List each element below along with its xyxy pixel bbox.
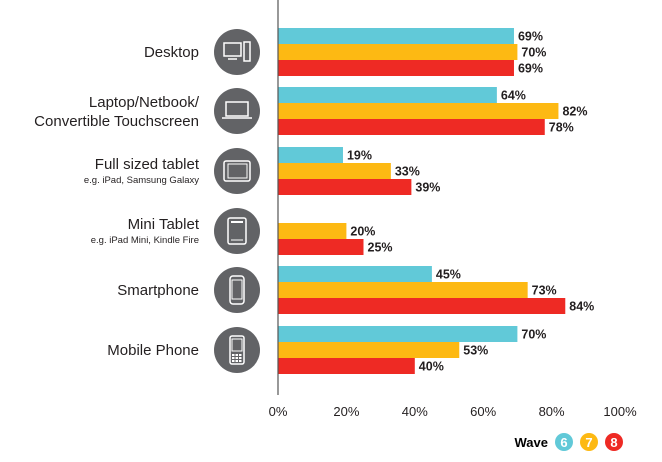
category-sublabel: e.g. iPad, Samsung Galaxy (84, 175, 199, 186)
bar-wave-8 (278, 119, 545, 135)
x-tick-label: 0% (269, 404, 288, 419)
data-label: 64% (501, 89, 526, 103)
category-label: Laptop/Netbook/ (89, 94, 200, 111)
category-label: Mobile Phone (107, 342, 199, 359)
bar-wave-7 (278, 282, 528, 298)
legend-label: 6 (560, 435, 567, 450)
data-label: 84% (569, 300, 594, 314)
data-label: 69% (518, 30, 543, 44)
bar-wave-6 (278, 147, 343, 163)
data-label: 69% (518, 62, 543, 76)
x-tick-label: 40% (402, 404, 428, 419)
category-label: Smartphone (117, 282, 199, 299)
mobile-phone-icon (214, 327, 260, 373)
category-label: Desktop (144, 44, 199, 61)
data-label: 45% (436, 268, 461, 282)
bar-wave-6 (278, 28, 514, 44)
bar-wave-8 (278, 60, 514, 76)
bar-wave-7 (278, 223, 347, 239)
x-tick-label: 80% (539, 404, 565, 419)
bar-wave-6 (278, 326, 518, 342)
data-label: 70% (521, 46, 546, 60)
legend-label: 7 (585, 435, 592, 450)
category-label: Mini Tablet (128, 216, 200, 233)
legend-label: 8 (610, 435, 617, 450)
laptop-icon (214, 88, 260, 134)
legend-marker-wave-7 (580, 433, 598, 451)
data-label: 33% (395, 165, 420, 179)
bar-wave-6 (278, 266, 432, 282)
x-tick-label: 20% (333, 404, 359, 419)
data-label: 70% (521, 328, 546, 342)
data-label: 39% (415, 181, 440, 195)
legend-marker-wave-8 (605, 433, 623, 451)
desktop-icon (214, 29, 260, 75)
bar-wave-8 (278, 358, 415, 374)
bar-wave-7 (278, 44, 518, 60)
data-label: 73% (532, 284, 557, 298)
data-label: 53% (463, 344, 488, 358)
category-label: Convertible Touchscreen (34, 113, 199, 130)
bar-wave-7 (278, 163, 391, 179)
bar-wave-8 (278, 239, 364, 255)
smartphone-icon (214, 267, 260, 313)
bar-wave-7 (278, 103, 559, 119)
mini-tablet-icon (214, 208, 260, 254)
x-tick-label: 100% (603, 404, 637, 419)
data-label: 40% (419, 360, 444, 374)
bar-wave-8 (278, 298, 566, 314)
data-label: 78% (549, 121, 574, 135)
data-label: 82% (562, 105, 587, 119)
x-tick-label: 60% (470, 404, 496, 419)
bar-wave-6 (278, 87, 497, 103)
data-label: 20% (350, 225, 375, 239)
bar-wave-8 (278, 179, 412, 195)
tablet-icon (214, 148, 260, 194)
category-label: Full sized tablet (95, 156, 200, 173)
legend-marker-wave-6 (555, 433, 573, 451)
bar-wave-7 (278, 342, 460, 358)
data-label: 19% (347, 149, 372, 163)
legend-title: Wave (515, 435, 548, 450)
category-sublabel: e.g. iPad Mini, Kindle Fire (91, 235, 199, 246)
data-label: 25% (368, 241, 393, 255)
